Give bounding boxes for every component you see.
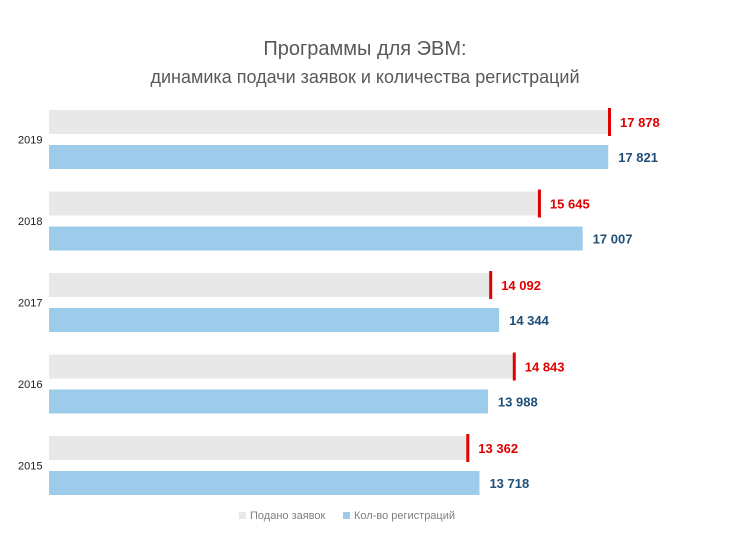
bar-applications-2015: [49, 436, 468, 460]
bar-applications-2017: [49, 273, 491, 297]
legend-item-registrations-label: Кол-во регистраций: [354, 510, 455, 522]
bar-registrations-2017: [49, 308, 499, 332]
marker-applications-2019: [608, 108, 611, 136]
legend-item-applications-label: Подано заявок: [250, 510, 326, 522]
chart-title: Программы для ЭВМ:: [263, 38, 466, 60]
marker-applications-2017: [489, 271, 492, 299]
value-label-applications-2015: 13 362: [478, 441, 518, 456]
value-label-applications-2017: 14 092: [501, 278, 541, 293]
bar-applications-2018: [49, 192, 540, 216]
bar-registrations-2018: [49, 227, 583, 251]
value-label-applications-2016: 14 843: [525, 360, 565, 375]
bar-registrations-2019: [49, 145, 608, 169]
bars-group: 17 878 17 821 2019 15 645 17 007 2018 14 092 14…: [18, 108, 660, 495]
value-label-registrations-2019: 17 821: [618, 150, 658, 165]
chart-subtitle: динамика подачи заявок и количества реги…: [150, 67, 579, 87]
value-label-applications-2019: 17 878: [620, 115, 660, 130]
legend-item-applications-swatch: [239, 512, 246, 519]
legend: Подано заявок Кол-во регистраций: [239, 510, 455, 522]
year-label-2018: 2018: [18, 216, 42, 228]
value-label-registrations-2018: 17 007: [593, 232, 633, 247]
marker-applications-2018: [538, 190, 541, 218]
bar-registrations-2016: [49, 390, 488, 414]
value-label-applications-2018: 15 645: [550, 197, 590, 212]
bar-registrations-2015: [49, 471, 479, 495]
marker-applications-2016: [513, 353, 516, 381]
year-label-2019: 2019: [18, 135, 42, 147]
value-label-registrations-2015: 13 718: [489, 476, 529, 491]
value-label-registrations-2016: 13 988: [498, 395, 538, 410]
marker-applications-2015: [466, 434, 469, 462]
legend-item-registrations-swatch: [343, 512, 350, 519]
bar-applications-2016: [49, 355, 515, 379]
value-label-registrations-2017: 14 344: [509, 313, 550, 328]
year-label-2016: 2016: [18, 379, 42, 391]
year-label-2015: 2015: [18, 461, 42, 473]
bar-applications-2019: [49, 110, 610, 134]
year-label-2017: 2017: [18, 298, 42, 310]
